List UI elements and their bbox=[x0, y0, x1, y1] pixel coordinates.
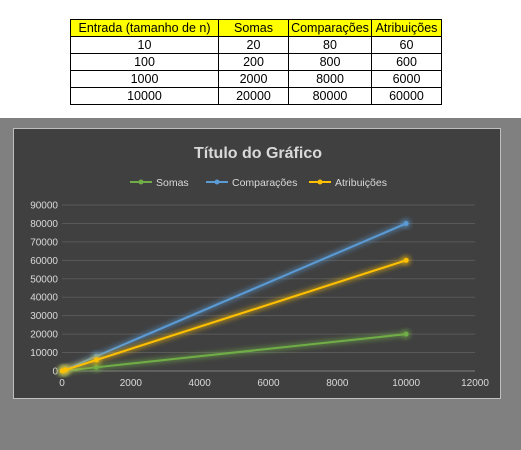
table-cell[interactable]: 1000 bbox=[70, 70, 219, 88]
legend-label: Somas bbox=[156, 177, 189, 189]
data-point bbox=[403, 331, 409, 337]
table-row: 10 20 80 60 bbox=[70, 36, 442, 54]
legend-marker bbox=[138, 179, 144, 185]
table-cell[interactable]: 800 bbox=[288, 53, 372, 71]
table-cell[interactable]: 10000 bbox=[70, 87, 219, 105]
x-tick-label: 8000 bbox=[326, 378, 349, 389]
data-point bbox=[403, 220, 409, 226]
data-point bbox=[403, 257, 409, 263]
table-row: 100 200 800 600 bbox=[70, 53, 442, 71]
header-cell-entrada[interactable]: Entrada (tamanho de n) bbox=[70, 19, 219, 37]
table-cell[interactable]: 100 bbox=[70, 53, 219, 71]
table-cell[interactable]: 20 bbox=[218, 36, 289, 54]
x-tick-label: 0 bbox=[59, 378, 65, 389]
table-header-row: Entrada (tamanho de n) Somas Comparações… bbox=[70, 19, 442, 37]
table-cell[interactable]: 6000 bbox=[371, 70, 442, 88]
x-tick-label: 2000 bbox=[120, 378, 143, 389]
data-point bbox=[93, 364, 99, 370]
data-table: Entrada (tamanho de n) Somas Comparações… bbox=[70, 19, 442, 105]
x-tick-label: 12000 bbox=[461, 378, 489, 389]
header-cell-somas[interactable]: Somas bbox=[218, 19, 289, 37]
table-cell[interactable]: 20000 bbox=[218, 87, 289, 105]
legend-label: Comparações bbox=[232, 177, 297, 189]
table-cell[interactable]: 2000 bbox=[218, 70, 289, 88]
legend-marker bbox=[214, 179, 220, 185]
chart-svg: Título do Gráfico Somas Comparações Atribu… bbox=[30, 145, 489, 390]
table-cell[interactable]: 10 bbox=[70, 36, 219, 54]
data-point bbox=[93, 357, 99, 363]
table-cell[interactable]: 200 bbox=[218, 53, 289, 71]
header-cell-comparacoes[interactable]: Comparações bbox=[288, 19, 372, 37]
table-cell[interactable]: 60000 bbox=[371, 87, 442, 105]
chart-frame[interactable]: Título do Gráfico Somas Comparações Atribu… bbox=[13, 128, 501, 399]
y-tick-label: 90000 bbox=[30, 201, 58, 212]
chart-title: Título do Gráfico bbox=[194, 145, 322, 162]
y-tick-label: 10000 bbox=[30, 348, 58, 359]
y-tick-label: 60000 bbox=[30, 256, 58, 267]
table-cell[interactable]: 60 bbox=[371, 36, 442, 54]
legend-marker bbox=[317, 179, 323, 185]
table-cell[interactable]: 8000 bbox=[288, 70, 372, 88]
header-cell-atribuicoes[interactable]: Atribuições bbox=[371, 19, 442, 37]
data-point bbox=[62, 367, 68, 373]
x-tick-label: 10000 bbox=[392, 378, 420, 389]
chart-series bbox=[57, 218, 412, 376]
x-tick-label: 6000 bbox=[257, 378, 280, 389]
y-tick-label: 30000 bbox=[30, 311, 58, 322]
table-row: 1000 2000 8000 6000 bbox=[70, 70, 442, 88]
table-row: 10000 20000 80000 60000 bbox=[70, 87, 442, 105]
legend-label: Atribuições bbox=[335, 177, 387, 189]
y-tick-label: 80000 bbox=[30, 219, 58, 230]
y-tick-label: 0 bbox=[52, 367, 58, 378]
y-tick-label: 50000 bbox=[30, 274, 58, 285]
table-cell[interactable]: 600 bbox=[371, 53, 442, 71]
table-cell[interactable]: 80000 bbox=[288, 87, 372, 105]
x-tick-label: 4000 bbox=[189, 378, 212, 389]
chart-axes: 0100002000030000400005000060000700008000… bbox=[30, 201, 489, 390]
y-tick-label: 70000 bbox=[30, 237, 58, 248]
table-cell[interactable]: 80 bbox=[288, 36, 372, 54]
y-tick-label: 20000 bbox=[30, 330, 58, 341]
chart-legend: Somas Comparações Atribuições bbox=[130, 177, 387, 189]
y-tick-label: 40000 bbox=[30, 293, 58, 304]
